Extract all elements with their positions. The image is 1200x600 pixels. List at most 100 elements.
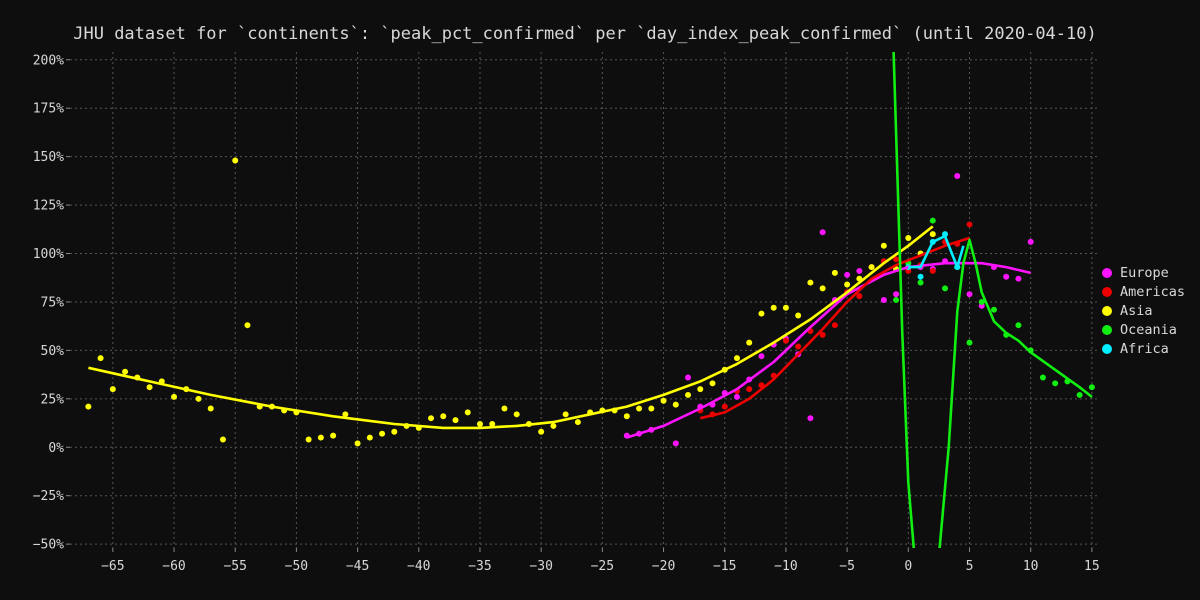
data-point-europe xyxy=(966,291,973,298)
data-point-asia xyxy=(219,436,226,443)
data-point-asia xyxy=(476,421,483,427)
data-point-asia xyxy=(171,393,178,400)
x-tick-label: −60 xyxy=(162,559,185,574)
data-point-asia xyxy=(929,231,936,238)
x-tick-label: 0 xyxy=(904,559,912,574)
x-tick-label: 15 xyxy=(1084,559,1100,574)
data-point-europe xyxy=(880,297,887,303)
data-point-asia xyxy=(538,428,545,435)
data-point-asia xyxy=(550,422,557,429)
legend-swatch xyxy=(1102,267,1112,278)
data-point-americas xyxy=(893,256,900,263)
data-point-europe xyxy=(758,353,765,360)
legend-label: Africa xyxy=(1120,340,1169,357)
data-point-asia xyxy=(770,304,777,311)
data-point-asia xyxy=(330,432,337,439)
legend-item-oceania: Oceania xyxy=(1102,320,1185,339)
chart-title: JHU dataset for `continents`: `peak_pct_… xyxy=(73,24,1097,44)
x-tick-label: −10 xyxy=(774,559,797,574)
data-point-europe xyxy=(672,440,679,447)
data-point-asia xyxy=(868,264,875,271)
x-tick-label: −5 xyxy=(839,559,855,574)
x-tick-label: −35 xyxy=(468,559,491,574)
data-point-oceania xyxy=(893,297,900,303)
data-point-asia xyxy=(697,386,704,393)
trend-line-africa xyxy=(908,234,965,269)
data-point-asia xyxy=(844,281,851,288)
data-point-asia xyxy=(379,430,386,437)
x-tick-label: −25 xyxy=(591,559,614,574)
data-point-oceania xyxy=(978,298,985,305)
data-point-americas xyxy=(929,267,936,274)
data-point-americas xyxy=(966,221,973,228)
data-point-asia xyxy=(782,304,789,311)
data-point-asia xyxy=(244,322,251,329)
data-point-asia xyxy=(831,269,838,276)
data-point-asia xyxy=(648,405,655,412)
data-point-americas xyxy=(746,386,753,393)
data-point-asia xyxy=(672,401,679,408)
data-point-asia xyxy=(464,409,471,416)
data-point-oceania xyxy=(1076,391,1083,398)
legend-label: Oceania xyxy=(1120,321,1177,338)
data-point-asia xyxy=(489,421,496,427)
trend-line-europe xyxy=(626,261,1031,439)
data-point-asia xyxy=(97,355,104,362)
x-tick-label: −55 xyxy=(223,559,246,574)
data-point-asia xyxy=(122,368,129,375)
legend-label: Europe xyxy=(1120,264,1169,281)
data-point-asia xyxy=(207,405,214,412)
data-point-asia xyxy=(623,413,630,420)
data-point-asia xyxy=(685,391,692,398)
data-point-asia xyxy=(146,384,153,391)
y-tick-label: 75% xyxy=(41,295,65,310)
data-point-oceania xyxy=(1052,380,1059,387)
data-point-asia xyxy=(636,405,643,412)
trend-line-americas xyxy=(699,236,970,420)
data-point-asia xyxy=(807,279,814,286)
data-point-asia xyxy=(354,440,361,447)
data-point-europe xyxy=(856,267,863,274)
y-tick-label: 25% xyxy=(41,392,65,407)
legend-swatch xyxy=(1102,305,1112,316)
x-tick-label: −50 xyxy=(285,559,308,574)
y-tick-label: −25% xyxy=(33,489,64,504)
data-point-asia xyxy=(85,403,92,410)
data-point-asia xyxy=(342,411,349,418)
x-tick-label: −45 xyxy=(346,559,369,574)
legend-item-americas: Americas xyxy=(1102,282,1185,301)
data-point-europe xyxy=(954,173,961,179)
data-point-asia xyxy=(733,355,740,362)
data-point-europe xyxy=(807,415,814,422)
y-tick-label: 175% xyxy=(33,102,64,117)
data-point-europe xyxy=(893,291,900,298)
data-point-asia xyxy=(513,411,520,418)
legend-item-europe: Europe xyxy=(1102,263,1185,282)
data-point-oceania xyxy=(1088,384,1095,391)
data-point-asia xyxy=(660,397,667,404)
trend-line-asia xyxy=(88,225,934,430)
data-point-asia xyxy=(880,242,887,249)
y-tick-label: 100% xyxy=(33,247,64,262)
chart-legend: Europe Americas Asia Oceania Africa xyxy=(1102,263,1185,358)
data-point-asia xyxy=(562,411,569,418)
legend-label: Asia xyxy=(1120,302,1153,319)
data-point-oceania xyxy=(990,306,997,313)
data-point-asia xyxy=(819,285,826,292)
y-tick-label: 0% xyxy=(48,441,64,456)
data-point-africa xyxy=(917,273,924,280)
legend-item-asia: Asia xyxy=(1102,301,1185,320)
data-point-oceania xyxy=(929,217,936,224)
data-point-asia xyxy=(366,434,373,441)
data-point-americas xyxy=(831,322,838,329)
x-tick-label: −15 xyxy=(713,559,736,574)
data-point-americas xyxy=(856,293,863,300)
data-point-europe xyxy=(1027,238,1034,245)
x-tick-label: −40 xyxy=(407,559,430,574)
legend-swatch xyxy=(1102,286,1112,297)
x-tick-label: 5 xyxy=(966,559,974,574)
data-point-asia xyxy=(391,428,398,435)
data-point-oceania xyxy=(917,279,924,286)
y-tick-label: 125% xyxy=(33,199,64,214)
